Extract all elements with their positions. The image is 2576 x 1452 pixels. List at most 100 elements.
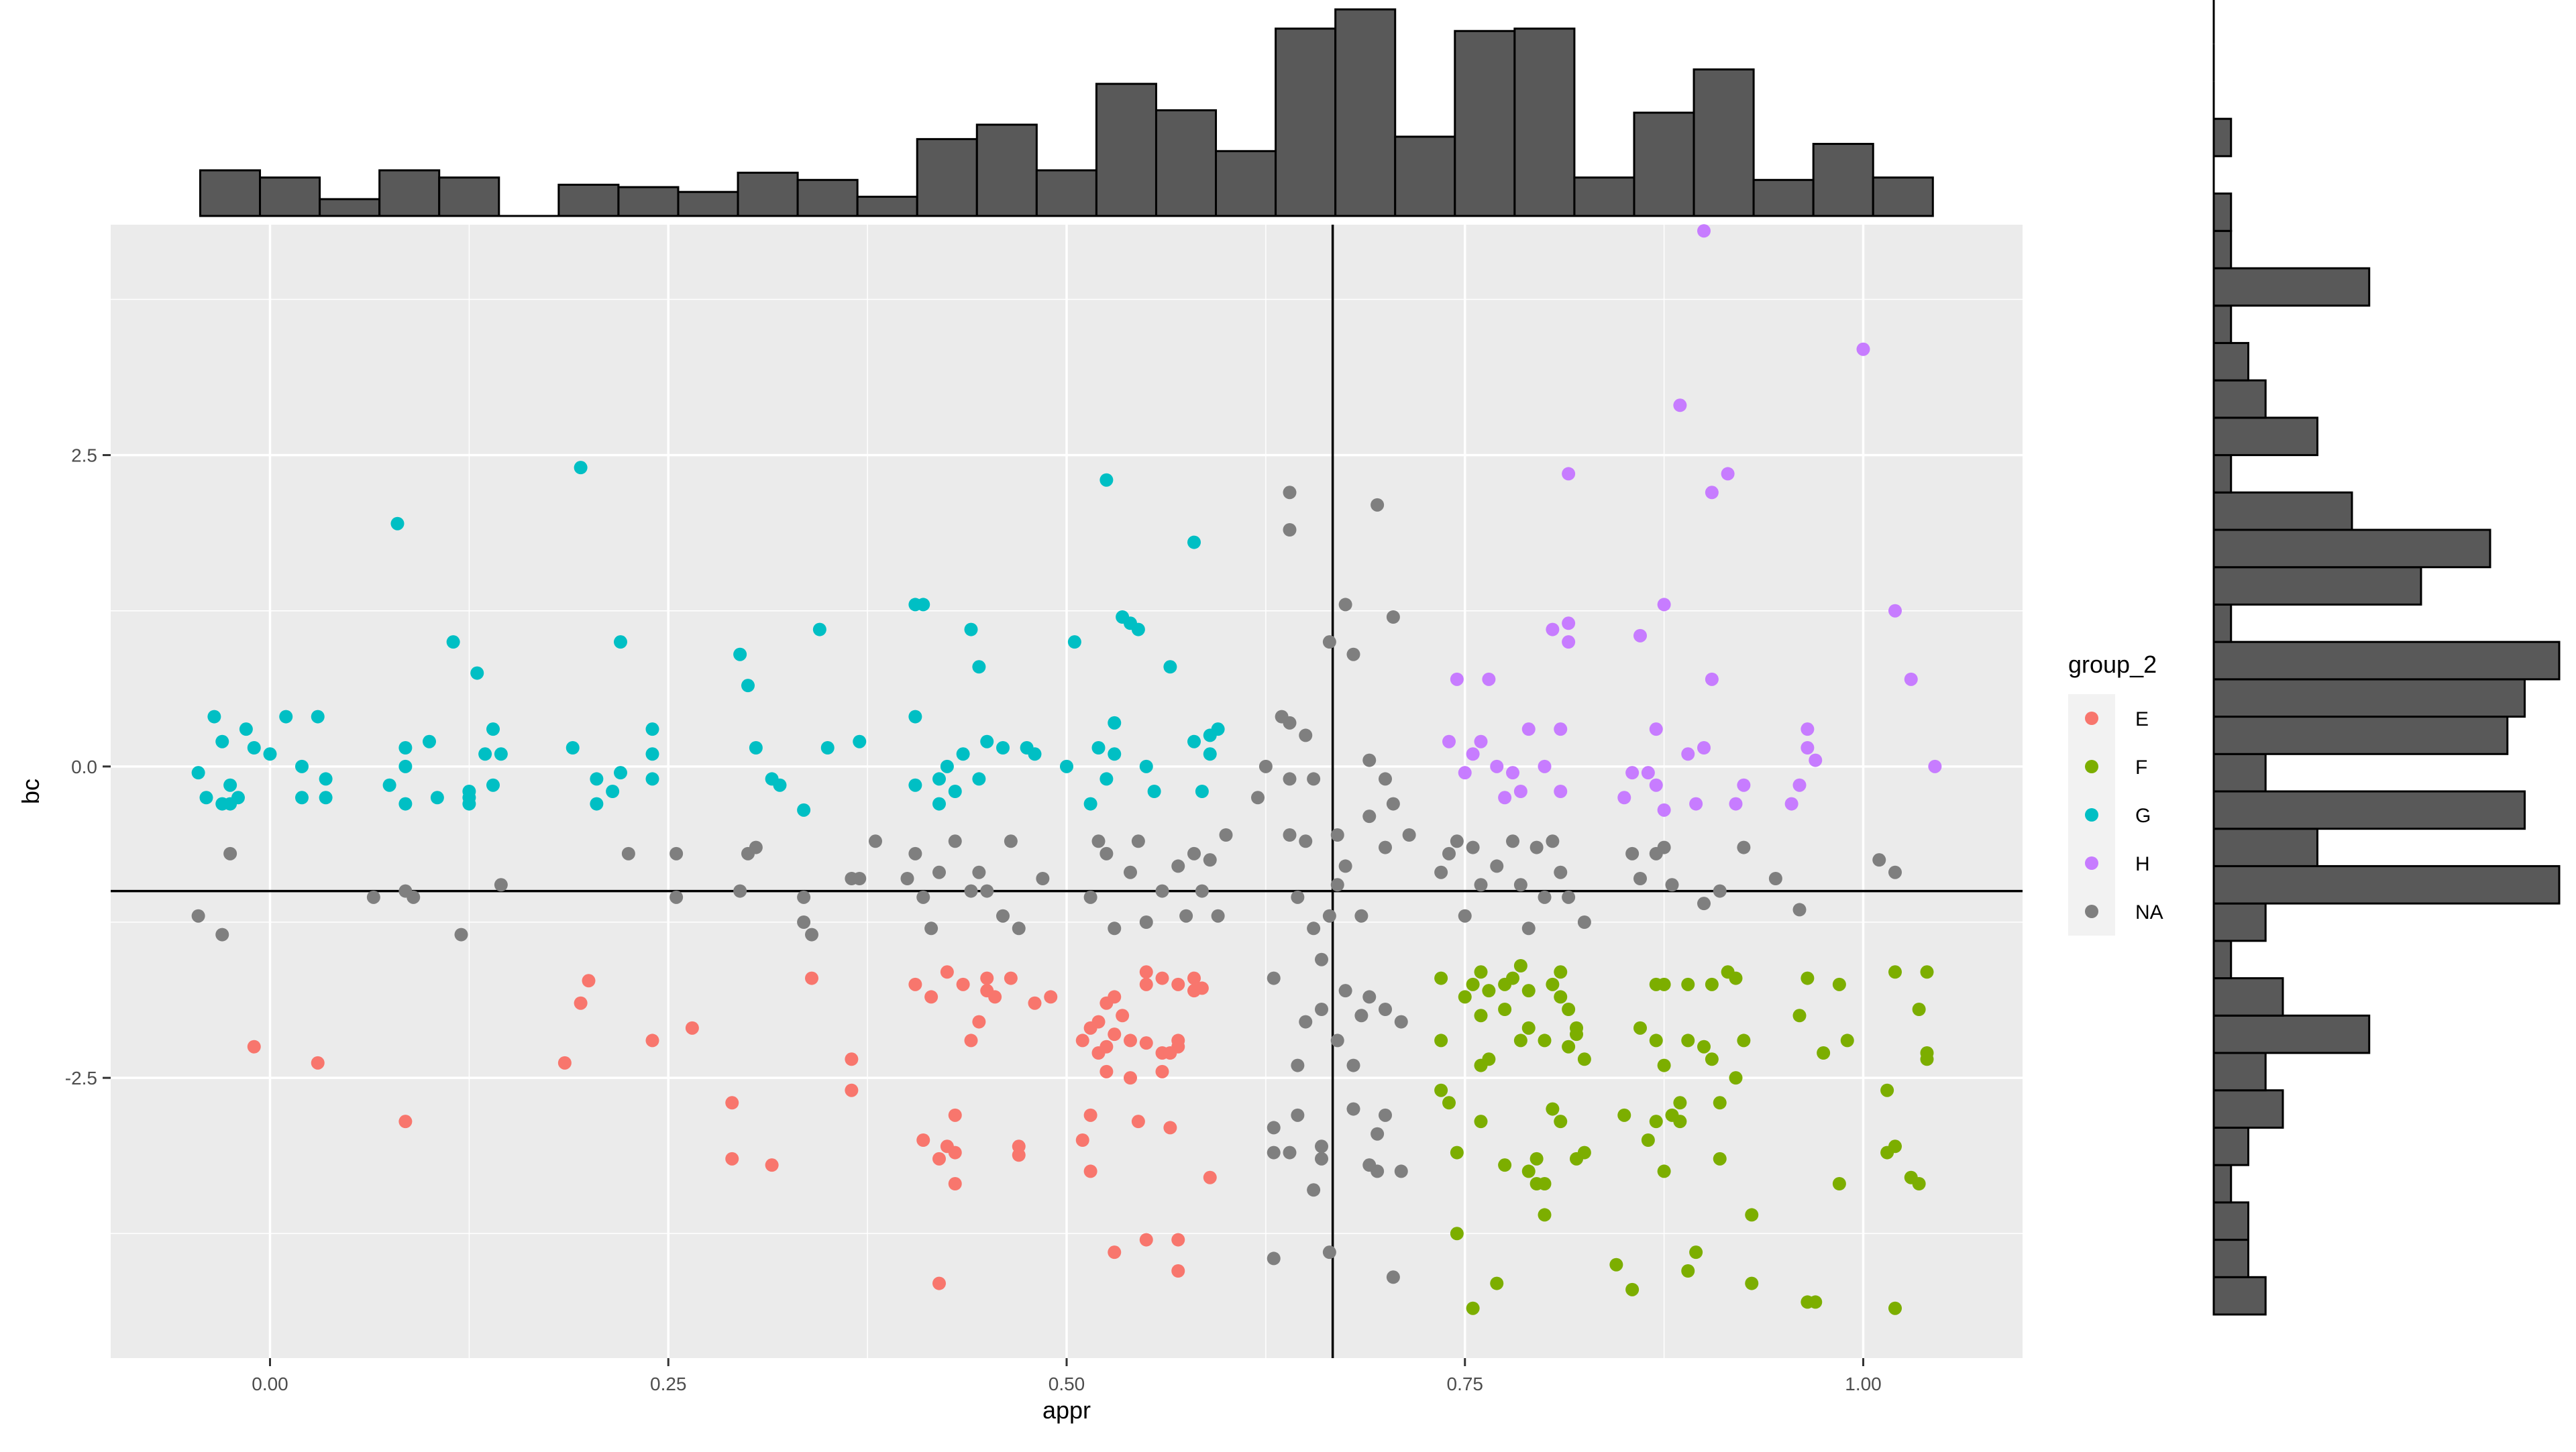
data-point	[239, 722, 253, 736]
data-point	[924, 990, 938, 1004]
data-point	[1880, 1083, 1894, 1097]
top-histogram-bar	[319, 198, 381, 217]
data-point	[1346, 1058, 1360, 1072]
data-point	[1083, 1164, 1097, 1178]
data-point	[1673, 398, 1687, 412]
data-point	[1928, 759, 1942, 773]
right-histogram-bar	[2212, 379, 2267, 419]
data-point	[1322, 635, 1336, 649]
data-point	[1434, 1083, 1448, 1097]
data-point	[1338, 859, 1352, 873]
data-point	[765, 1158, 779, 1172]
right-histogram-bar	[2212, 341, 2249, 382]
data-point	[446, 635, 460, 649]
data-point	[1131, 1115, 1145, 1129]
data-point	[685, 1021, 699, 1035]
data-point	[1307, 1183, 1321, 1197]
data-point	[574, 461, 588, 475]
data-point	[1450, 834, 1464, 848]
data-point	[1904, 672, 1918, 686]
data-point	[964, 622, 978, 636]
right-histogram-bar	[2212, 117, 2233, 158]
right-histogram-bar	[2212, 864, 2561, 905]
data-point	[1617, 791, 1631, 805]
top-histogram-bar	[796, 178, 859, 217]
data-point	[932, 1276, 946, 1290]
data-point	[1442, 734, 1456, 748]
data-point	[1458, 909, 1472, 923]
right-histogram-bar	[2212, 454, 2233, 494]
data-point	[1513, 1034, 1527, 1048]
top-histogram-bar	[1513, 27, 1576, 217]
data-point	[1920, 1052, 1934, 1066]
right-histogram	[2212, 0, 2561, 1316]
data-point	[1386, 610, 1400, 624]
data-point	[812, 622, 826, 636]
data-point	[1562, 890, 1576, 904]
data-point	[247, 741, 261, 755]
data-point	[1362, 753, 1377, 767]
data-point	[1498, 1003, 1512, 1016]
top-histogram-bar	[1334, 8, 1397, 217]
data-point	[1832, 977, 1846, 991]
data-point	[1490, 759, 1504, 773]
data-point	[1442, 846, 1456, 860]
data-point	[1211, 909, 1225, 923]
data-point	[1482, 984, 1496, 998]
data-point	[1195, 785, 1209, 798]
x-axis-ticks: 0.00 0.25 0.50 0.75 1.00	[252, 1358, 1882, 1394]
data-point	[1450, 672, 1464, 686]
data-point	[1498, 791, 1512, 805]
data-point	[1163, 1046, 1177, 1060]
data-point	[1729, 1071, 1743, 1085]
data-point	[1577, 1146, 1591, 1160]
data-point	[1513, 785, 1527, 798]
data-point	[462, 797, 476, 811]
data-point	[1801, 971, 1815, 985]
data-point	[948, 834, 962, 848]
data-point	[1482, 672, 1496, 686]
data-point	[574, 996, 588, 1010]
data-point	[1809, 1295, 1823, 1309]
data-point	[1649, 722, 1663, 736]
right-histogram-bar	[2212, 716, 2509, 755]
data-point	[1330, 828, 1344, 842]
right-histogram-bar	[2212, 977, 2284, 1017]
top-histogram-bar	[916, 137, 978, 217]
data-point	[853, 734, 867, 748]
data-point	[908, 846, 922, 860]
data-point	[1028, 996, 1042, 1010]
data-point	[996, 741, 1010, 755]
series-f	[1434, 959, 1934, 1315]
data-point	[1147, 785, 1161, 798]
top-histogram-bar	[1035, 169, 1097, 217]
data-point	[191, 909, 205, 923]
right-histogram-bar	[2212, 1201, 2249, 1241]
data-point	[1513, 959, 1527, 972]
data-point	[566, 741, 580, 755]
data-point	[1529, 1152, 1544, 1166]
data-point	[1099, 996, 1114, 1010]
data-point	[1044, 990, 1058, 1004]
data-point	[1139, 977, 1153, 991]
top-histogram-bar	[975, 123, 1038, 217]
data-point	[1546, 977, 1560, 991]
top-histogram-bar	[1573, 176, 1635, 217]
data-point	[1705, 672, 1719, 686]
top-histogram-bar	[677, 190, 739, 217]
data-point	[924, 922, 938, 936]
top-histogram	[199, 8, 1934, 217]
data-point	[1315, 1152, 1328, 1166]
data-point	[311, 710, 325, 724]
data-point	[1004, 971, 1018, 985]
data-point	[1521, 922, 1536, 936]
data-point	[916, 598, 930, 612]
data-point	[1338, 984, 1352, 998]
data-point	[1330, 878, 1344, 892]
data-point	[606, 785, 620, 798]
data-point	[1577, 1052, 1591, 1066]
data-point	[988, 990, 1002, 1004]
data-point	[1538, 759, 1552, 773]
data-point	[621, 846, 635, 860]
data-point	[1338, 598, 1352, 612]
